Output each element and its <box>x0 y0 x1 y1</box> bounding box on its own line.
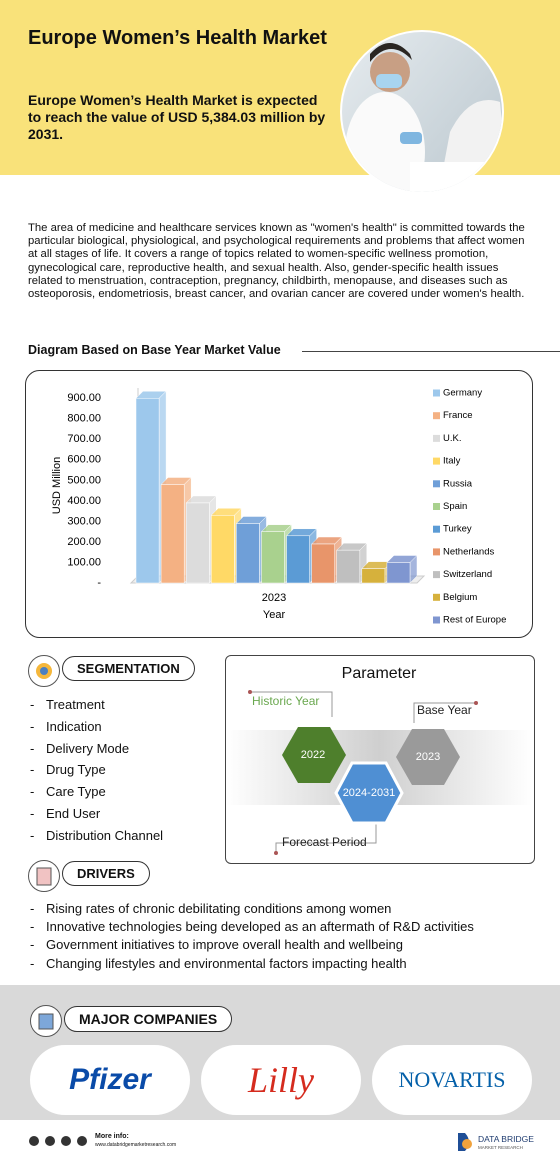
y-tick-label: 600.00 <box>67 454 101 466</box>
legend-label: Italy <box>443 456 461 467</box>
y-tick-label: 900.00 <box>67 392 101 404</box>
social-icons <box>29 1136 87 1146</box>
company-name: Pfizer <box>69 1063 151 1096</box>
company-logo: Lilly <box>201 1045 361 1115</box>
company-logo: NOVARTIS <box>372 1045 532 1115</box>
legend-swatch <box>433 593 440 601</box>
forecast-years: 2024-2031 <box>343 787 396 799</box>
bar <box>211 515 235 584</box>
subtitle: Europe Women’s Health Market is expected… <box>28 92 326 142</box>
legend-label: Belgium <box>443 592 477 603</box>
legend-label: Spain <box>443 501 467 512</box>
intro-text: The area of medicine and healthcare serv… <box>28 222 525 301</box>
legend-swatch <box>433 571 440 579</box>
segmentation-title: SEGMENTATION <box>62 656 195 681</box>
bar <box>236 523 260 584</box>
legend-swatch <box>433 616 440 624</box>
legend-swatch <box>433 503 440 510</box>
x-axis-label: Year <box>263 609 286 621</box>
x-tick-label: 2023 <box>262 592 286 604</box>
parameter-box <box>225 655 535 864</box>
list-item: Treatment <box>30 694 163 716</box>
company-name: NOVARTIS <box>398 1067 506 1092</box>
historic-label: Historic Year <box>252 694 319 708</box>
chart: - 100.00 200.00 300.00 400.00 500.00 600.00 700… <box>25 370 533 638</box>
companies-title: MAJOR COMPANIES <box>64 1006 233 1032</box>
brand: DATA BRIDGE <box>478 1134 534 1144</box>
bar <box>185 502 210 584</box>
list-item: End User <box>30 803 163 825</box>
y-tick-label: 800.00 <box>67 413 101 425</box>
list-item: Changing lifestyles and environmental fa… <box>30 955 474 973</box>
bar <box>311 543 335 584</box>
historic-year: 2022 <box>301 749 325 761</box>
legend-swatch <box>433 457 440 465</box>
legend-swatch <box>433 548 440 556</box>
legend-label: Switzerland <box>443 569 492 580</box>
y-tick-label: 300.00 <box>67 515 101 527</box>
bar <box>160 484 185 584</box>
y-tick-label: 700.00 <box>67 433 101 445</box>
y-tick-label: - <box>97 577 101 589</box>
y-tick-label: 100.00 <box>67 556 101 568</box>
legend-label: France <box>443 410 473 421</box>
legend-swatch <box>433 389 440 397</box>
list-item: Drug Type <box>30 759 163 781</box>
list-item: Rising rates of chronic debilitating con… <box>30 900 474 918</box>
legend-label: Netherlands <box>443 546 494 557</box>
list-item: Care Type <box>30 781 163 803</box>
bar <box>361 568 386 584</box>
legend-swatch <box>433 480 440 488</box>
legend-label: Turkey <box>443 524 472 535</box>
company-logo: Pfizer <box>30 1045 190 1115</box>
drivers-icon <box>28 860 60 892</box>
legend-label: Russia <box>443 478 473 489</box>
y-axis-label: USD Million <box>51 457 63 514</box>
list-item: Indication <box>30 716 163 738</box>
companies-icon <box>30 1005 62 1037</box>
bar <box>286 535 310 584</box>
legend-swatch <box>433 525 440 533</box>
y-tick-label: 500.00 <box>67 474 101 486</box>
legend-swatch <box>433 434 440 442</box>
legend-label: Germany <box>443 388 482 399</box>
photo <box>340 30 504 194</box>
drivers-title: DRIVERS <box>62 861 150 886</box>
bar <box>386 562 411 584</box>
title: Europe Women’s Health Market <box>28 27 327 49</box>
bar <box>336 549 361 584</box>
base-label: Base Year <box>417 703 472 717</box>
segmentation-icon <box>28 655 60 687</box>
list-item: Distribution Channel <box>30 825 163 847</box>
base-year: 2023 <box>416 751 440 763</box>
brand-logo <box>458 1133 472 1151</box>
forecast-label: Forecast Period <box>282 835 367 849</box>
bar <box>261 531 285 584</box>
legend-swatch <box>433 412 440 420</box>
website: www.databridgemarketresearch.com <box>95 1142 177 1148</box>
parameter-title: Parameter <box>341 665 417 682</box>
list-item: Government initiatives to improve overal… <box>30 936 474 954</box>
y-tick-label: 400.00 <box>67 495 101 507</box>
more-info: More info: <box>95 1133 129 1140</box>
segmentation-list: TreatmentIndicationDelivery ModeDrug Typ… <box>30 694 163 847</box>
list-item: Delivery Mode <box>30 738 163 760</box>
rule <box>302 351 560 352</box>
bar <box>135 398 160 584</box>
company-name: Lilly <box>247 1060 314 1100</box>
y-tick-label: 200.00 <box>67 536 101 548</box>
legend-label: U.K. <box>443 433 461 444</box>
parameter-diagram: 2022 2023 2024-2031 Historic Year Base Y… <box>226 690 532 855</box>
drivers-list: Rising rates of chronic debilitating con… <box>30 900 474 973</box>
brand-sub: MARKET RESEARCH <box>478 1145 523 1150</box>
legend-label: Rest of Europe <box>443 615 506 626</box>
chart-title: Diagram Based on Base Year Market Value <box>28 343 281 357</box>
list-item: Innovative technologies being developed … <box>30 918 474 936</box>
